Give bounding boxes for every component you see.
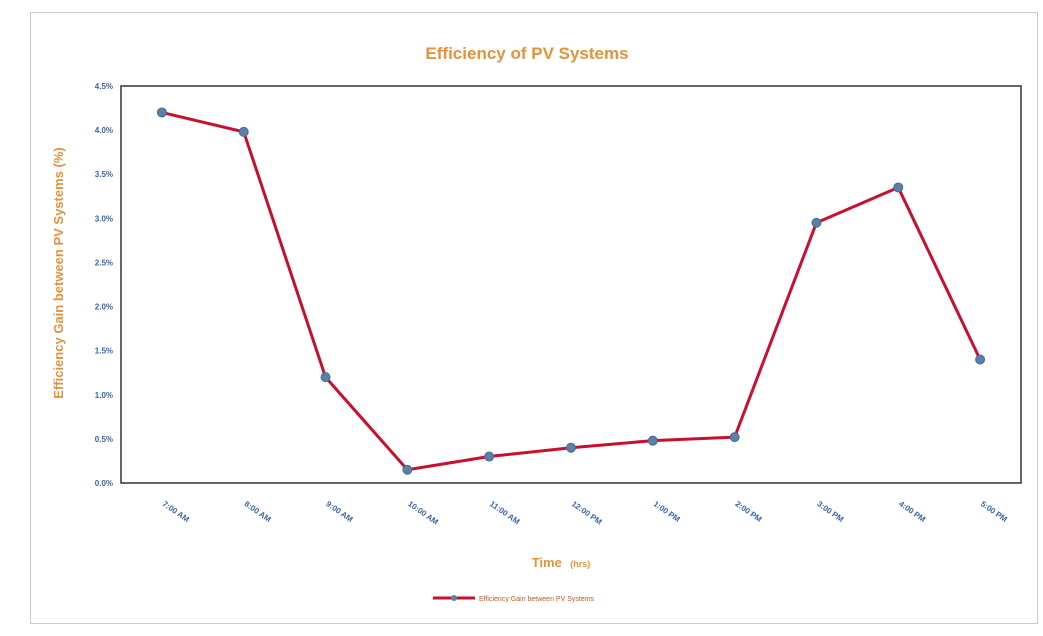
y-axis-title: Efficiency Gain between PV Systems (%): [51, 147, 66, 398]
y-tick-label: 2.5%: [95, 258, 113, 267]
y-axis-ticks: 0.0% 0.5% 1.0% 1.5% 2.0% 2.5% 3.0% 3.5% 4.0% 4.5%: [95, 82, 113, 488]
x-axis-title-unit: (hrs): [570, 559, 590, 569]
data-point: [975, 354, 986, 365]
x-tick-label: 5:00 PM: [979, 499, 1009, 524]
x-tick-label: 11:00 AM: [488, 499, 522, 526]
x-axis-title-text: Time: [532, 555, 562, 570]
plot-area: [120, 85, 1022, 484]
x-tick-label: 4:00 PM: [897, 499, 927, 524]
chart-title: Efficiency of PV Systems: [425, 44, 628, 63]
legend-label: Efficiency Gain between PV Systems: [479, 596, 595, 603]
data-point: [729, 432, 740, 443]
y-tick-label: 0.0%: [95, 479, 113, 488]
x-tick-label: 2:00 PM: [733, 499, 763, 524]
x-tick-label: 12:00 PM: [570, 499, 604, 526]
y-tick-label: 2.0%: [95, 303, 113, 312]
y-tick-label: 1.0%: [95, 391, 113, 400]
x-tick-label: 1:00 PM: [652, 499, 682, 524]
data-point: [893, 182, 904, 193]
x-tick-label: 3:00 PM: [815, 499, 845, 524]
data-point: [566, 442, 576, 453]
y-tick-label: 3.5%: [95, 170, 113, 179]
chart-frame: Efficiency of PV Systems 0.0% 0.5% 1.0% 1.5…: [30, 12, 1038, 624]
series-layer: [156, 107, 986, 475]
x-tick-label: 7:00 AM: [161, 499, 191, 524]
data-point: [647, 435, 658, 446]
y-tick-label: 4.0%: [95, 126, 113, 135]
x-tick-label: 9:00 AM: [324, 499, 354, 524]
y-tick-label: 3.0%: [95, 214, 113, 223]
y-tick-label: 1.5%: [95, 347, 113, 356]
data-point: [320, 372, 331, 383]
data-point: [811, 217, 822, 228]
y-tick-label: 4.5%: [95, 82, 113, 91]
data-point: [156, 107, 167, 118]
legend: Efficiency Gain between PV Systems: [433, 595, 595, 603]
legend-marker: [451, 595, 457, 601]
data-point: [402, 464, 413, 475]
x-tick-label: 8:00 AM: [243, 499, 273, 524]
data-point: [238, 126, 249, 137]
x-axis-title: Time (hrs): [532, 554, 591, 571]
x-tick-label: 10:00 AM: [406, 499, 440, 527]
x-axis-ticks: 7:00 AM 8:00 AM 9:00 AM 10:00 AM 11:00 AM 12:…: [161, 499, 1009, 527]
y-tick-label: 0.5%: [95, 435, 113, 444]
line-chart: Efficiency of PV Systems 0.0% 0.5% 1.0% 1.5…: [51, 44, 1022, 603]
data-point: [484, 451, 495, 462]
